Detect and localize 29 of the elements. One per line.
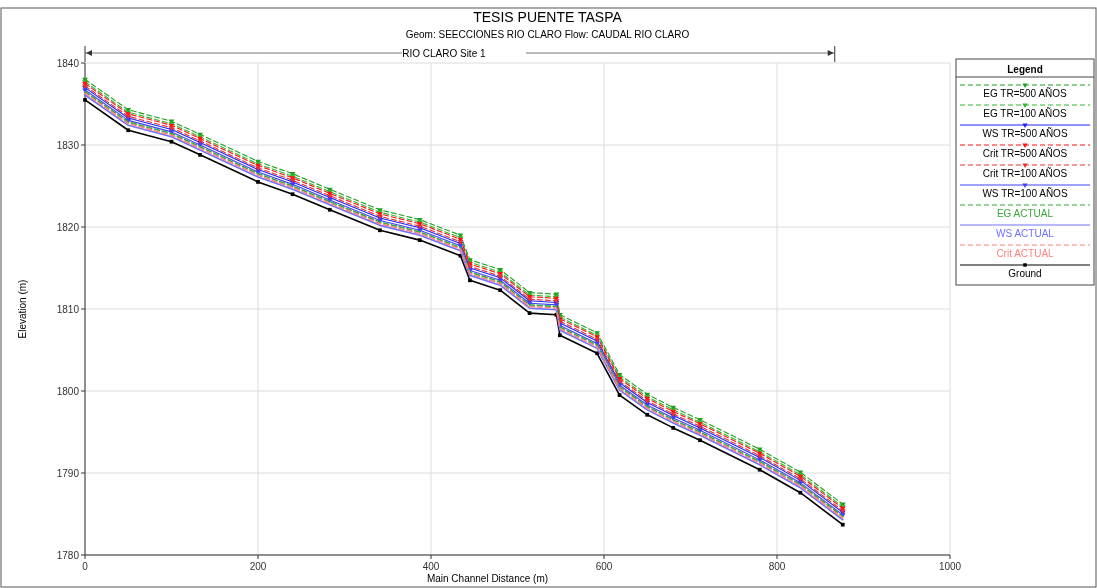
x-tick-label: 800	[768, 561, 786, 572]
chart-subtitle: Geom: SEECCIONES RIO CLARO Flow: CAUDAL RIO CLARO	[405, 29, 690, 40]
y-axis-title: Elevation (m)	[17, 279, 28, 339]
x-tick-label: 400	[422, 561, 440, 572]
legend-label: EG TR=500 AÑOS	[983, 87, 1068, 99]
legend-label: Crit TR=500 AÑOS	[982, 147, 1068, 159]
y-tick-label: 1820	[56, 221, 80, 233]
text: WS ACTUAL	[996, 228, 1055, 239]
y-tick-label: 1800	[56, 385, 80, 397]
chart-title: TESIS PUENTE TASPA	[473, 9, 623, 25]
x-tick-label: 1000	[938, 561, 962, 572]
y-tick-label: 1830	[56, 139, 80, 151]
y-tick-label: 1810	[56, 303, 80, 315]
text: Crit ACTUAL	[996, 248, 1055, 259]
legend-label: WS TR=100 AÑOS	[982, 187, 1068, 199]
y-tick-label: 1790	[56, 467, 80, 479]
legend-label: Crit TR=100 AÑOS	[982, 167, 1068, 179]
x-tick-label: 600	[595, 561, 613, 572]
x-axis-title: Main Channel Distance (m)	[426, 573, 549, 584]
y-tick-label: 1780	[56, 549, 80, 561]
legend-label: Ground	[1008, 268, 1042, 279]
x-tick-label: 0	[82, 561, 89, 572]
x-tick-label: 200	[249, 561, 267, 572]
legend-title: Legend	[1007, 64, 1043, 75]
text: EG ACTUAL	[996, 208, 1054, 219]
legend-label: EG TR=100 AÑOS	[983, 107, 1068, 119]
y-tick-label: 1840	[56, 57, 80, 69]
text: RIO CLARO Site 1	[402, 48, 486, 59]
legend-label: WS TR=500 AÑOS	[982, 127, 1068, 139]
